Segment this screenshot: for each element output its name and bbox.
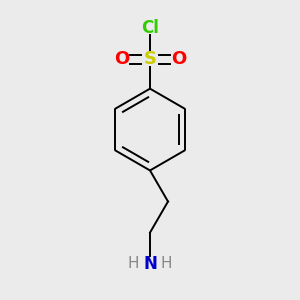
Text: H: H	[160, 256, 172, 271]
Text: O: O	[171, 50, 186, 68]
Text: N: N	[143, 255, 157, 273]
Text: S: S	[143, 50, 157, 68]
Text: O: O	[114, 50, 129, 68]
Text: H: H	[128, 256, 140, 271]
Text: Cl: Cl	[141, 19, 159, 37]
